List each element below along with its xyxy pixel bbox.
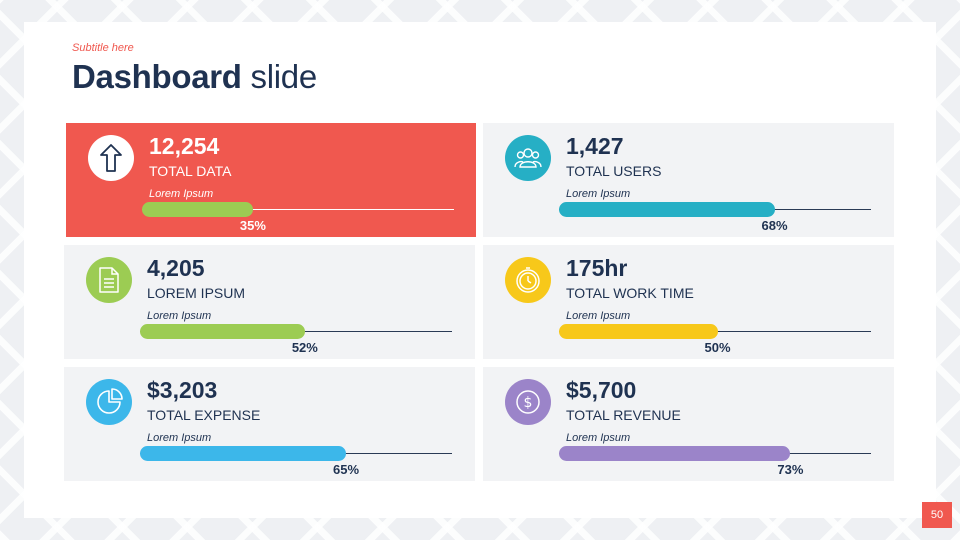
progress-track (142, 209, 454, 210)
stat-value: 4,205 (147, 255, 205, 281)
stat-card-total-data[interactable]: 12,254 TOTAL DATA Lorem Ipsum 35% (66, 123, 476, 237)
stat-value: 175hr (566, 255, 628, 281)
progress-percent: 52% (291, 340, 318, 355)
stat-label: TOTAL DATA (149, 163, 232, 179)
stat-caption: Lorem Ipsum (566, 310, 631, 322)
svg-text:$: $ (524, 395, 533, 411)
stat-card-lorem-ipsum[interactable]: 4,205 LOREM IPSUM Lorem Ipsum 52% (64, 245, 475, 359)
stat-card-total-expense[interactable]: $3,203 TOTAL EXPENSE Lorem Ipsum 65% (64, 367, 475, 481)
progress-fill (559, 324, 718, 339)
stat-value: 12,254 (149, 133, 220, 159)
progress-fill (140, 324, 305, 339)
stat-card-total-work-time[interactable]: 175hr TOTAL WORK TIME Lorem Ipsum 50% (483, 245, 894, 359)
progress-percent: 73% (777, 462, 804, 477)
slide-subtitle: Subtitle here (72, 42, 134, 54)
stat-card-total-revenue[interactable]: $ $5,700 TOTAL REVENUE Lorem Ipsum 73% (483, 367, 894, 481)
document-icon (86, 257, 132, 303)
stat-caption: Lorem Ipsum (147, 432, 212, 444)
progress-percent: 65% (333, 462, 360, 477)
title-light: slide (250, 58, 318, 95)
stat-label: LOREM IPSUM (147, 285, 246, 301)
stat-card-total-users[interactable]: 1,427 TOTAL USERS Lorem Ipsum 68% (483, 123, 894, 237)
progress-percent: 35% (239, 218, 266, 233)
stat-value: 1,427 (566, 133, 624, 159)
stat-label: TOTAL USERS (566, 163, 662, 179)
pie-chart-icon (86, 379, 132, 425)
dollar-icon: $ (505, 379, 551, 425)
progress-fill (142, 202, 253, 217)
stat-label: TOTAL REVENUE (566, 407, 681, 423)
progress-fill (140, 446, 347, 461)
stat-caption: Lorem Ipsum (566, 188, 631, 200)
page-number: 50 (922, 502, 952, 528)
stat-label: TOTAL WORK TIME (566, 285, 694, 301)
stat-caption: Lorem Ipsum (147, 310, 212, 322)
clock-icon (505, 257, 551, 303)
stat-label: TOTAL EXPENSE (147, 407, 261, 423)
stat-caption: Lorem Ipsum (149, 188, 214, 200)
progress-percent: 68% (761, 218, 788, 233)
stat-caption: Lorem Ipsum (566, 432, 631, 444)
title-bold: Dashboard (72, 58, 242, 95)
progress-fill (559, 446, 791, 461)
progress-percent: 50% (704, 340, 731, 355)
stat-value: $3,203 (147, 377, 218, 403)
arrow-up-icon (88, 135, 134, 181)
page-title: Dashboard slide (72, 58, 317, 96)
stat-value: $5,700 (566, 377, 637, 403)
slide: Subtitle here Dashboard slide 12,254 TOT… (24, 22, 936, 518)
users-icon (505, 135, 551, 181)
progress-fill (559, 202, 775, 217)
